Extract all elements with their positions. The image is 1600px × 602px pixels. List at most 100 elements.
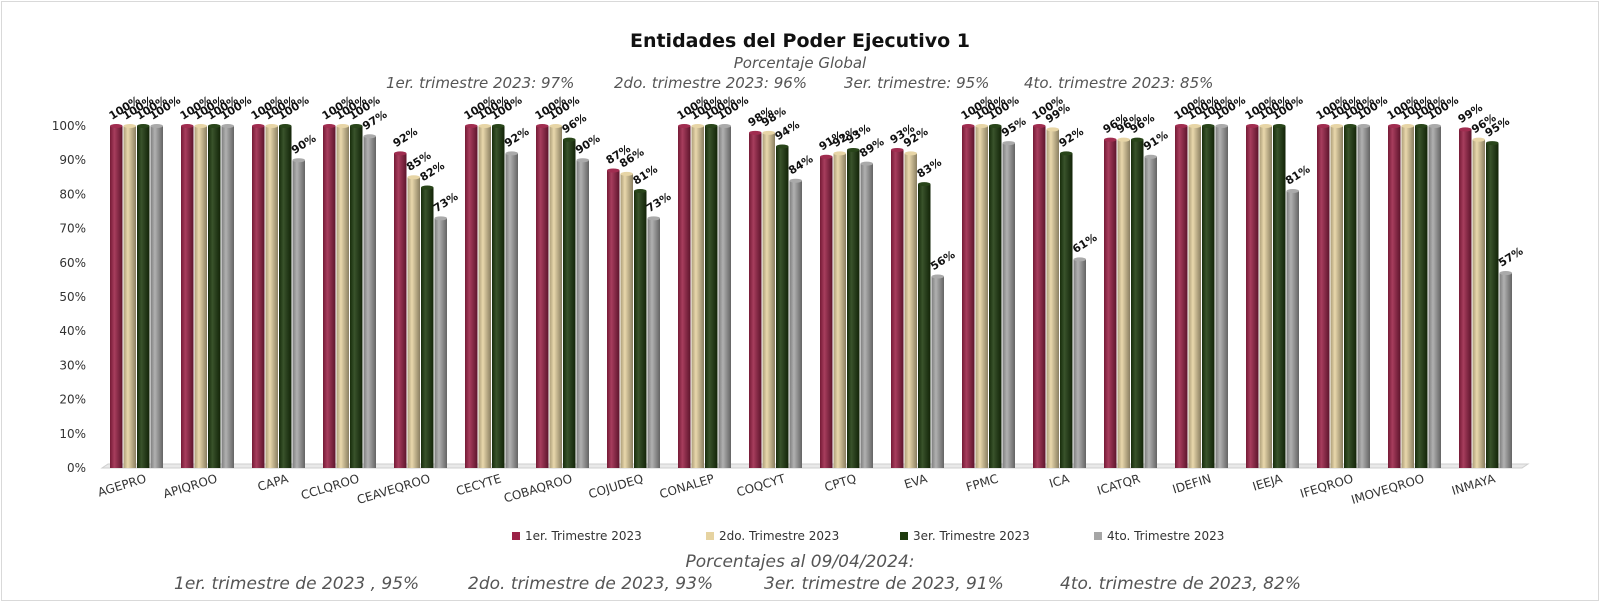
bar bbox=[1472, 139, 1485, 468]
bar bbox=[1486, 143, 1499, 468]
bar bbox=[1428, 126, 1441, 468]
bar-top bbox=[110, 124, 123, 128]
bar-top bbox=[1033, 124, 1046, 128]
bar-top bbox=[123, 124, 136, 128]
bar bbox=[1286, 190, 1299, 469]
bar-top bbox=[691, 124, 704, 128]
bar bbox=[1060, 153, 1073, 469]
bar-top bbox=[1401, 124, 1414, 128]
bar bbox=[1388, 126, 1401, 468]
bar-top bbox=[931, 274, 944, 279]
bar-top bbox=[1286, 188, 1299, 193]
bar-top bbox=[1117, 137, 1130, 142]
bar-top bbox=[1344, 124, 1357, 128]
x-tick-label: IFEQROO bbox=[1298, 471, 1354, 500]
data-label: 91% bbox=[1141, 128, 1170, 153]
bar bbox=[620, 173, 633, 468]
bar bbox=[1273, 126, 1286, 468]
legend-item-3: 3er. Trimestre 2023 bbox=[900, 529, 1030, 543]
bar-top bbox=[1246, 124, 1259, 128]
bar-top bbox=[678, 124, 691, 128]
legend-swatch-3 bbox=[900, 532, 908, 540]
bar bbox=[1357, 126, 1370, 468]
legend-swatch-1 bbox=[512, 532, 520, 540]
data-label: 92% bbox=[502, 125, 531, 150]
bar-top bbox=[776, 144, 789, 149]
bar-top bbox=[492, 124, 505, 128]
bar-top bbox=[820, 154, 833, 159]
quarter-summary-4: 4to. trimestre 2023: 85% bbox=[1024, 74, 1214, 92]
bar-top bbox=[363, 134, 376, 139]
bar-top bbox=[1060, 151, 1073, 156]
bar bbox=[1401, 126, 1414, 468]
data-label: 92% bbox=[1057, 125, 1086, 150]
bar-top bbox=[576, 158, 589, 163]
bar bbox=[1002, 143, 1015, 468]
chart-title: Entidades del Poder Ejecutivo 1 bbox=[629, 30, 971, 52]
bar-top bbox=[549, 124, 562, 128]
bar bbox=[1330, 126, 1343, 468]
bar-top bbox=[265, 124, 278, 128]
quarter-summary-2: 2do. trimestre 2023: 96% bbox=[614, 74, 808, 92]
bar-top bbox=[137, 124, 150, 128]
y-tick-label: 90% bbox=[59, 153, 86, 167]
bar bbox=[1033, 126, 1046, 468]
bar-top bbox=[705, 124, 718, 128]
bar-top bbox=[1188, 124, 1201, 128]
bar-top bbox=[536, 124, 549, 128]
legend-swatch-4 bbox=[1094, 532, 1102, 540]
bar bbox=[975, 126, 988, 468]
bar bbox=[1259, 126, 1272, 468]
bar bbox=[563, 139, 576, 468]
x-tick-label: CONALEP bbox=[658, 471, 716, 501]
data-label: 90% bbox=[573, 132, 602, 157]
legend-label-1: 1er. Trimestre 2023 bbox=[525, 529, 642, 543]
bar-top bbox=[336, 124, 349, 128]
bar bbox=[789, 180, 802, 468]
bar-top bbox=[975, 124, 988, 128]
bar bbox=[705, 126, 718, 468]
bar-top bbox=[1499, 271, 1512, 276]
x-tick-label: APIQROO bbox=[162, 471, 219, 501]
x-tick-label: CAPA bbox=[256, 471, 291, 494]
x-tick-label: CECYTE bbox=[454, 471, 502, 498]
bar-top bbox=[1131, 137, 1144, 142]
bar-top bbox=[634, 188, 647, 193]
bar bbox=[1415, 126, 1428, 468]
x-tick-label: CPTQ bbox=[823, 471, 858, 494]
bar-chart: 0%10%20%30%40%50%60%70%80%90%100%100%100… bbox=[52, 94, 1530, 507]
bar bbox=[1104, 139, 1117, 468]
x-tick-label: COQCYT bbox=[735, 471, 788, 499]
y-tick-label: 50% bbox=[59, 290, 86, 304]
bar-top bbox=[478, 124, 491, 128]
bar bbox=[363, 136, 376, 468]
x-tick-label: CCLQROO bbox=[299, 471, 361, 502]
bar bbox=[860, 163, 873, 468]
x-tick-label: IEEJA bbox=[1251, 471, 1285, 493]
bar-top bbox=[749, 130, 762, 135]
bar bbox=[407, 177, 420, 469]
bar bbox=[394, 153, 407, 469]
bar-top bbox=[208, 124, 221, 128]
bar-top bbox=[918, 182, 931, 187]
bar-top bbox=[1330, 124, 1343, 128]
y-tick-label: 30% bbox=[59, 358, 86, 372]
data-label: 95% bbox=[999, 115, 1028, 140]
bar bbox=[421, 187, 434, 468]
footnote-value-1: 1er. trimestre de 2023 , 95% bbox=[174, 574, 420, 594]
bar bbox=[762, 132, 775, 468]
y-tick-label: 100% bbox=[52, 119, 86, 133]
quarter-summary-1: 1er. trimestre 2023: 97% bbox=[386, 74, 575, 92]
x-tick-label: INMAYA bbox=[1450, 471, 1498, 498]
bar-top bbox=[1215, 124, 1228, 128]
legend-item-4: 4to. Trimestre 2023 bbox=[1094, 529, 1224, 543]
bar bbox=[1073, 259, 1086, 468]
bar-top bbox=[1317, 124, 1330, 128]
bar-top bbox=[1046, 127, 1059, 132]
data-label: 56% bbox=[928, 248, 957, 273]
bar bbox=[607, 170, 620, 468]
x-tick-label: CEAVEQROO bbox=[355, 471, 432, 507]
bar bbox=[576, 160, 589, 468]
bar-top bbox=[891, 147, 904, 152]
